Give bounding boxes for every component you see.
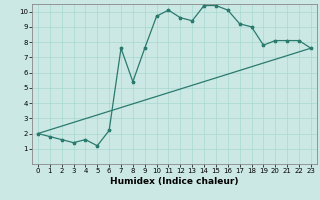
X-axis label: Humidex (Indice chaleur): Humidex (Indice chaleur)	[110, 177, 239, 186]
